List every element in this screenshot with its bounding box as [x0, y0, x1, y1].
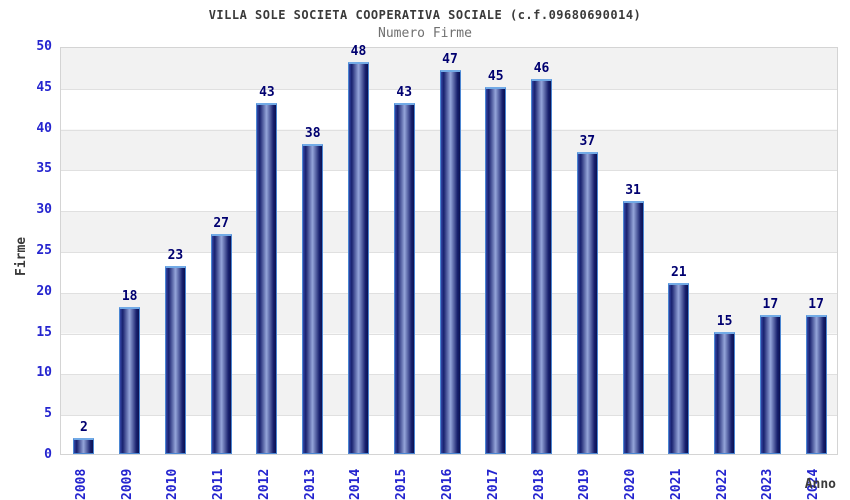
x-tick-label: 2012: [256, 468, 272, 500]
x-tick-label: 2017: [485, 468, 501, 500]
bar-2019: [576, 152, 598, 454]
y-tick-label: 30: [36, 202, 52, 218]
bar-2008: [73, 437, 95, 454]
bar-value-label: 27: [213, 215, 229, 231]
bar-2012: [256, 103, 278, 454]
y-tick-label: 10: [36, 365, 52, 381]
x-tick-label: 2008: [73, 468, 89, 500]
bar-value-label: 47: [442, 52, 458, 68]
bar-value-label: 2: [79, 419, 88, 435]
y-tick-label: 15: [36, 324, 52, 340]
plot-area: 2 18 23 27 43 38 48 43 47 45 46 37 31 21 15 17 17: [60, 44, 838, 455]
y-tick-label: 45: [36, 79, 52, 95]
bar-value-label: 45: [487, 68, 504, 84]
bar-value-label: 48: [350, 44, 367, 60]
bar-2014: [347, 62, 369, 454]
y-tick-label: 5: [44, 406, 52, 422]
bar-value-label: 17: [762, 297, 779, 313]
bar-value-label: 15: [716, 313, 733, 329]
chart-title: VILLA SOLE SOCIETA COOPERATIVA SOCIALE (…: [208, 8, 642, 22]
x-tick-label: 2015: [394, 468, 410, 500]
y-axis-title: Firme: [14, 236, 29, 276]
bar-value-label: 18: [121, 289, 138, 305]
x-tick-label: 2014: [348, 468, 364, 500]
bar-value-label: 17: [808, 297, 824, 313]
bar-2020: [622, 201, 644, 454]
x-tick-label: 2010: [165, 468, 181, 500]
bar-2015: [393, 103, 415, 454]
x-tick-label: 2022: [714, 468, 730, 500]
bar-value-label: 38: [304, 125, 321, 141]
bar-2017: [485, 86, 507, 454]
y-tick-label: 35: [36, 161, 52, 177]
x-axis-title: Anno: [804, 477, 836, 492]
bar-value-label: 31: [625, 183, 641, 199]
x-tick-label: 2016: [440, 468, 455, 500]
x-tick-label: 2013: [302, 468, 318, 500]
bar-value-label: 23: [167, 248, 184, 264]
x-tick-label: 2019: [577, 468, 593, 500]
bar-value-label: 21: [670, 264, 687, 280]
bar-2021: [668, 282, 690, 454]
bar-value-label: 43: [259, 85, 275, 101]
bar-2010: [164, 266, 186, 454]
bar-2009: [119, 307, 141, 454]
bar-value-label: 43: [396, 85, 413, 101]
x-tick-label: 2020: [623, 468, 639, 500]
bar-2016: [439, 70, 461, 454]
bar-2018: [531, 78, 553, 454]
x-tick-label: 2009: [119, 468, 135, 500]
y-tick-label: 0: [44, 447, 52, 462]
bar-2023: [759, 315, 781, 454]
bar-value-label: 46: [533, 60, 550, 76]
y-tick-label: 25: [36, 243, 52, 258]
x-tick-label: 2011: [211, 468, 227, 500]
bar-2011: [210, 233, 232, 454]
bar-2022: [714, 331, 736, 454]
x-tick-label: 2023: [760, 468, 776, 500]
x-tick-label: 2021: [668, 468, 684, 500]
chart-subtitle: Numero Firme: [378, 26, 472, 41]
bar-2024: [805, 315, 827, 454]
y-tick-label: 40: [36, 120, 52, 136]
y-tick-label: 20: [36, 283, 52, 299]
y-tick-label: 50: [36, 39, 52, 54]
bar-value-label: 37: [579, 134, 596, 150]
bar-2013: [302, 143, 324, 454]
x-tick-label: 2018: [531, 468, 547, 500]
